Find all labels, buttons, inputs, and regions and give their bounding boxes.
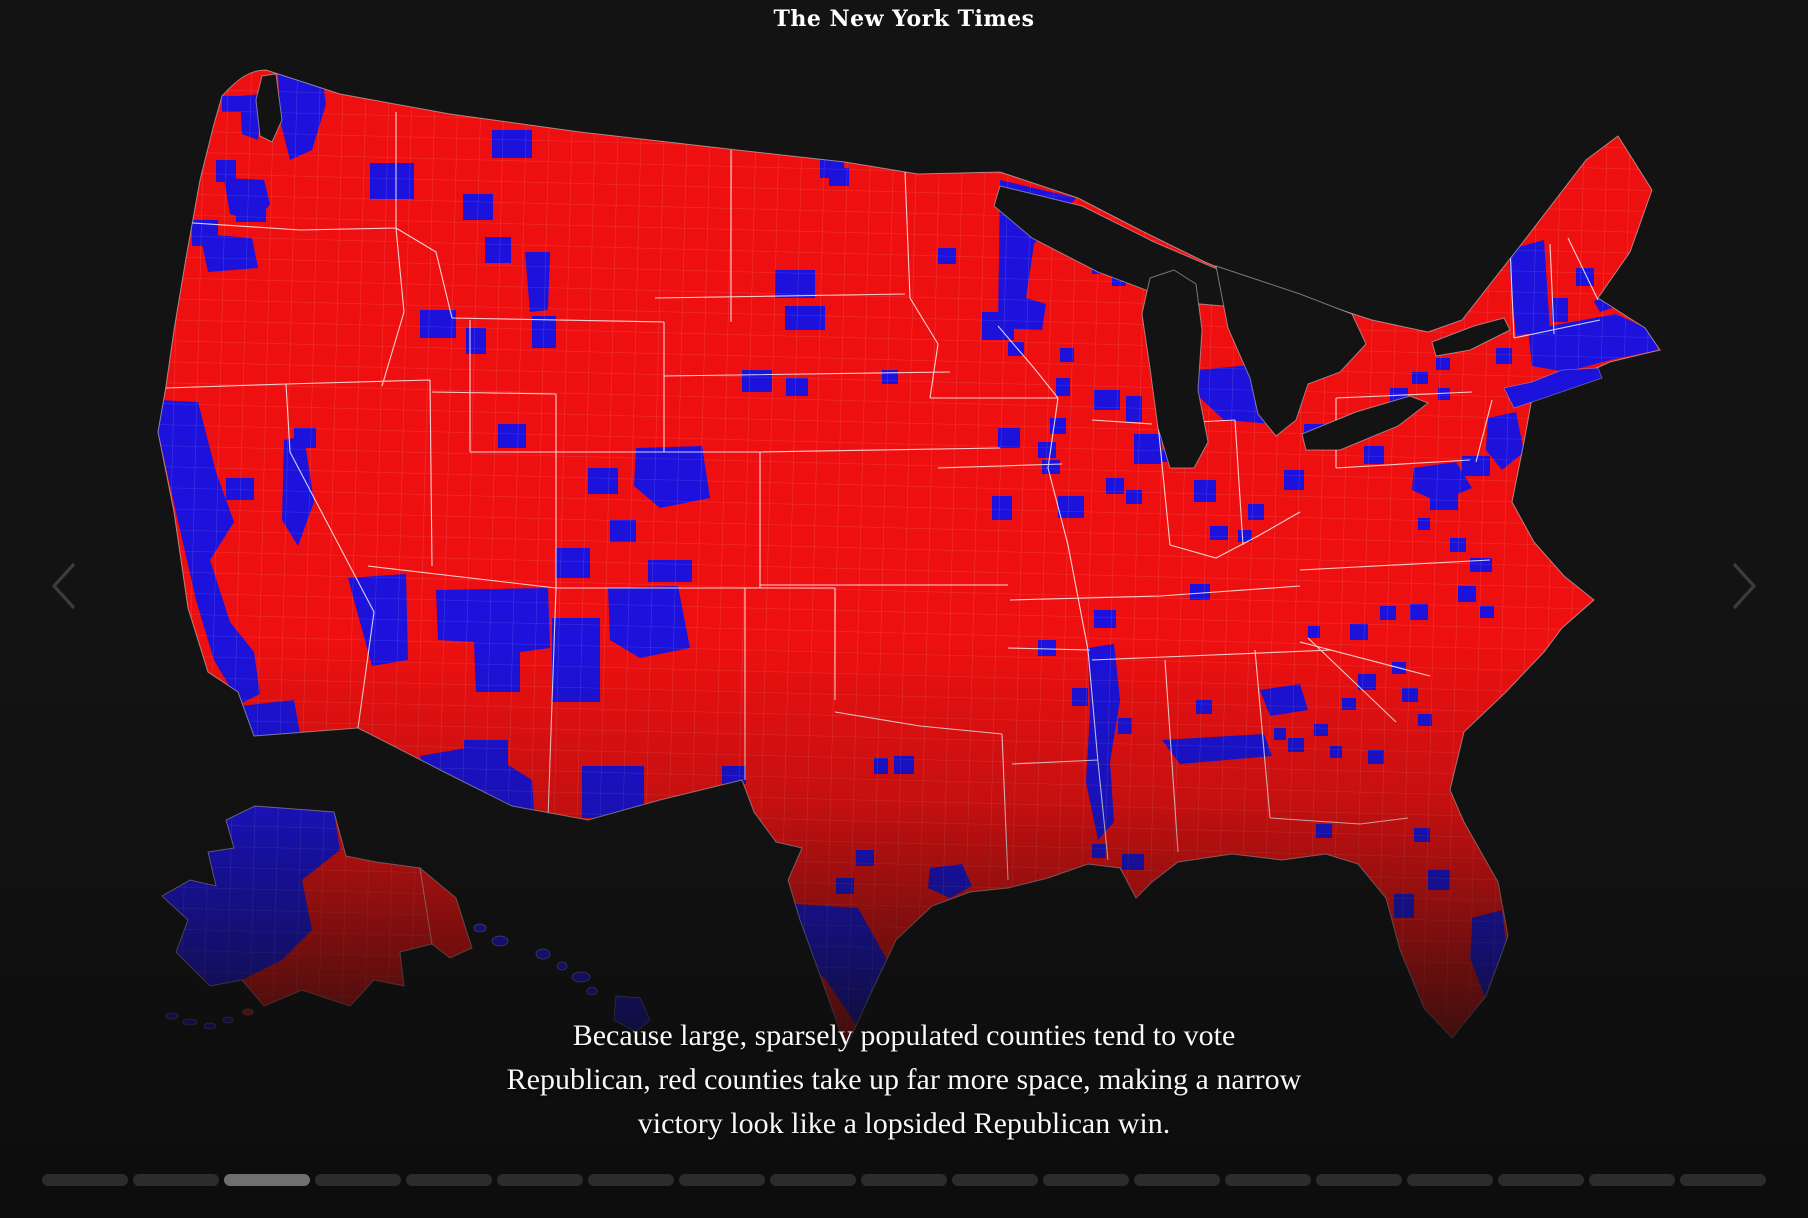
progress-segment-16[interactable] xyxy=(1407,1174,1493,1186)
progress-segment-11[interactable] xyxy=(952,1174,1038,1186)
progress-segment-6[interactable] xyxy=(497,1174,583,1186)
caption-line-2: Republican, red counties take up far mor… xyxy=(506,1063,1302,1096)
progress-segment-15[interactable] xyxy=(1316,1174,1402,1186)
progress-segment-8[interactable] xyxy=(679,1174,765,1186)
progress-segment-12[interactable] xyxy=(1043,1174,1129,1186)
progress-segment-18[interactable] xyxy=(1589,1174,1675,1186)
progress-segment-14[interactable] xyxy=(1225,1174,1311,1186)
progress-segment-3[interactable] xyxy=(224,1174,310,1186)
progress-segment-4[interactable] xyxy=(315,1174,401,1186)
caption-line-1: Because large, sparsely populated counti… xyxy=(572,1019,1236,1052)
progress-segment-10[interactable] xyxy=(861,1174,947,1186)
progress-segment-9[interactable] xyxy=(770,1174,856,1186)
next-slide-button[interactable] xyxy=(1714,546,1774,626)
slide-caption: Because large, sparsely populated counti… xyxy=(0,1014,1808,1146)
progress-segment-7[interactable] xyxy=(588,1174,674,1186)
nyt-logo[interactable]: The New York Times xyxy=(773,6,1035,32)
chevron-left-icon xyxy=(51,562,76,610)
masthead: The New York Times xyxy=(0,0,1808,38)
progress-segment-1[interactable] xyxy=(42,1174,128,1186)
progress-segment-2[interactable] xyxy=(133,1174,219,1186)
progress-segment-13[interactable] xyxy=(1134,1174,1220,1186)
slide-progress-bar xyxy=(42,1174,1766,1186)
previous-slide-button[interactable] xyxy=(34,546,94,626)
caption-line-3: victory look like a lopsided Republican … xyxy=(637,1107,1171,1140)
chevron-right-icon xyxy=(1732,562,1757,610)
progress-segment-17[interactable] xyxy=(1498,1174,1584,1186)
progress-segment-19[interactable] xyxy=(1680,1174,1766,1186)
progress-segment-5[interactable] xyxy=(406,1174,492,1186)
